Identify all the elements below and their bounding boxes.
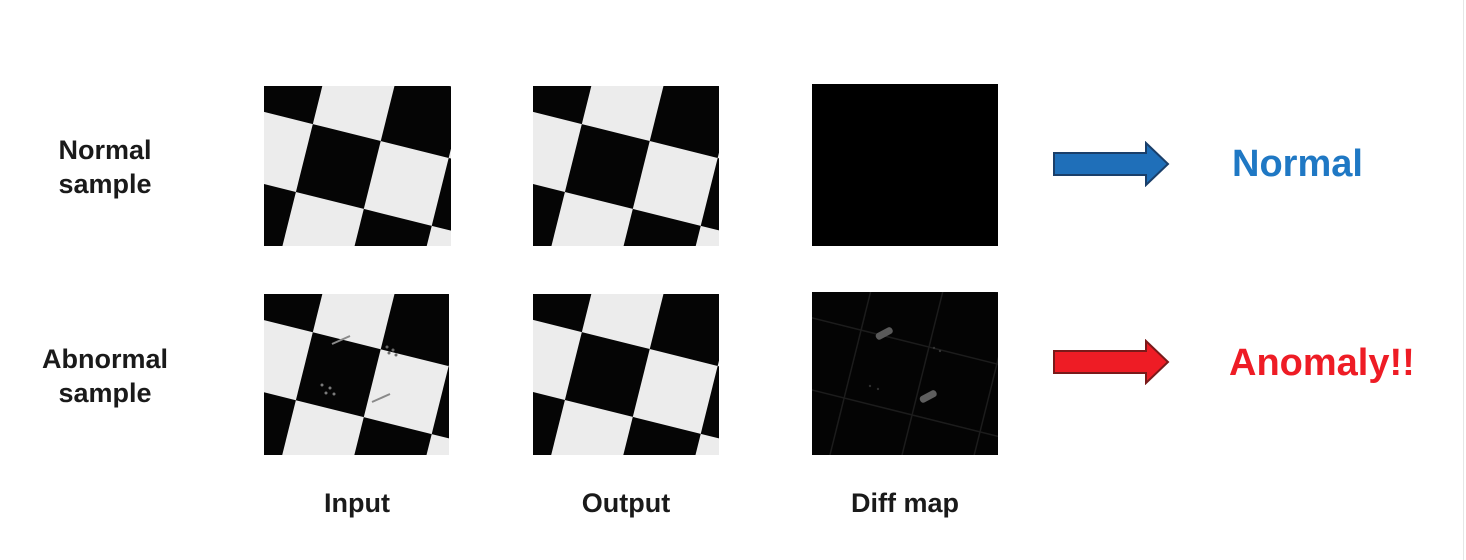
- right-edge-rule: [1463, 0, 1464, 560]
- row-label-abnormal-sample: Abnormal sample: [15, 342, 195, 410]
- right-arrow-icon: [1052, 140, 1172, 192]
- right-arrow-icon: [1052, 338, 1172, 390]
- abnormal-input-image: [264, 294, 449, 455]
- abnormal-output-image: [533, 294, 719, 455]
- row-label-normal-line2: sample: [58, 169, 152, 199]
- abnormal-diff-map: [812, 292, 998, 455]
- normal-diff-map: [812, 84, 998, 246]
- column-label-diff-map: Diff map: [851, 488, 959, 518]
- normal-output-image: [533, 86, 719, 246]
- column-label-output: Output: [581, 488, 671, 518]
- column-label-input: Input: [324, 488, 390, 518]
- row-label-abnormal-line2: sample: [58, 378, 152, 408]
- verdict-anomaly: Anomaly!!: [1229, 342, 1415, 384]
- row-label-normal-sample: Normal sample: [15, 133, 195, 201]
- row-label-abnormal-line1: Abnormal: [41, 344, 168, 374]
- normal-input-image: [264, 86, 451, 246]
- verdict-normal: Normal: [1232, 143, 1363, 185]
- row-label-normal-line1: Normal: [58, 135, 152, 165]
